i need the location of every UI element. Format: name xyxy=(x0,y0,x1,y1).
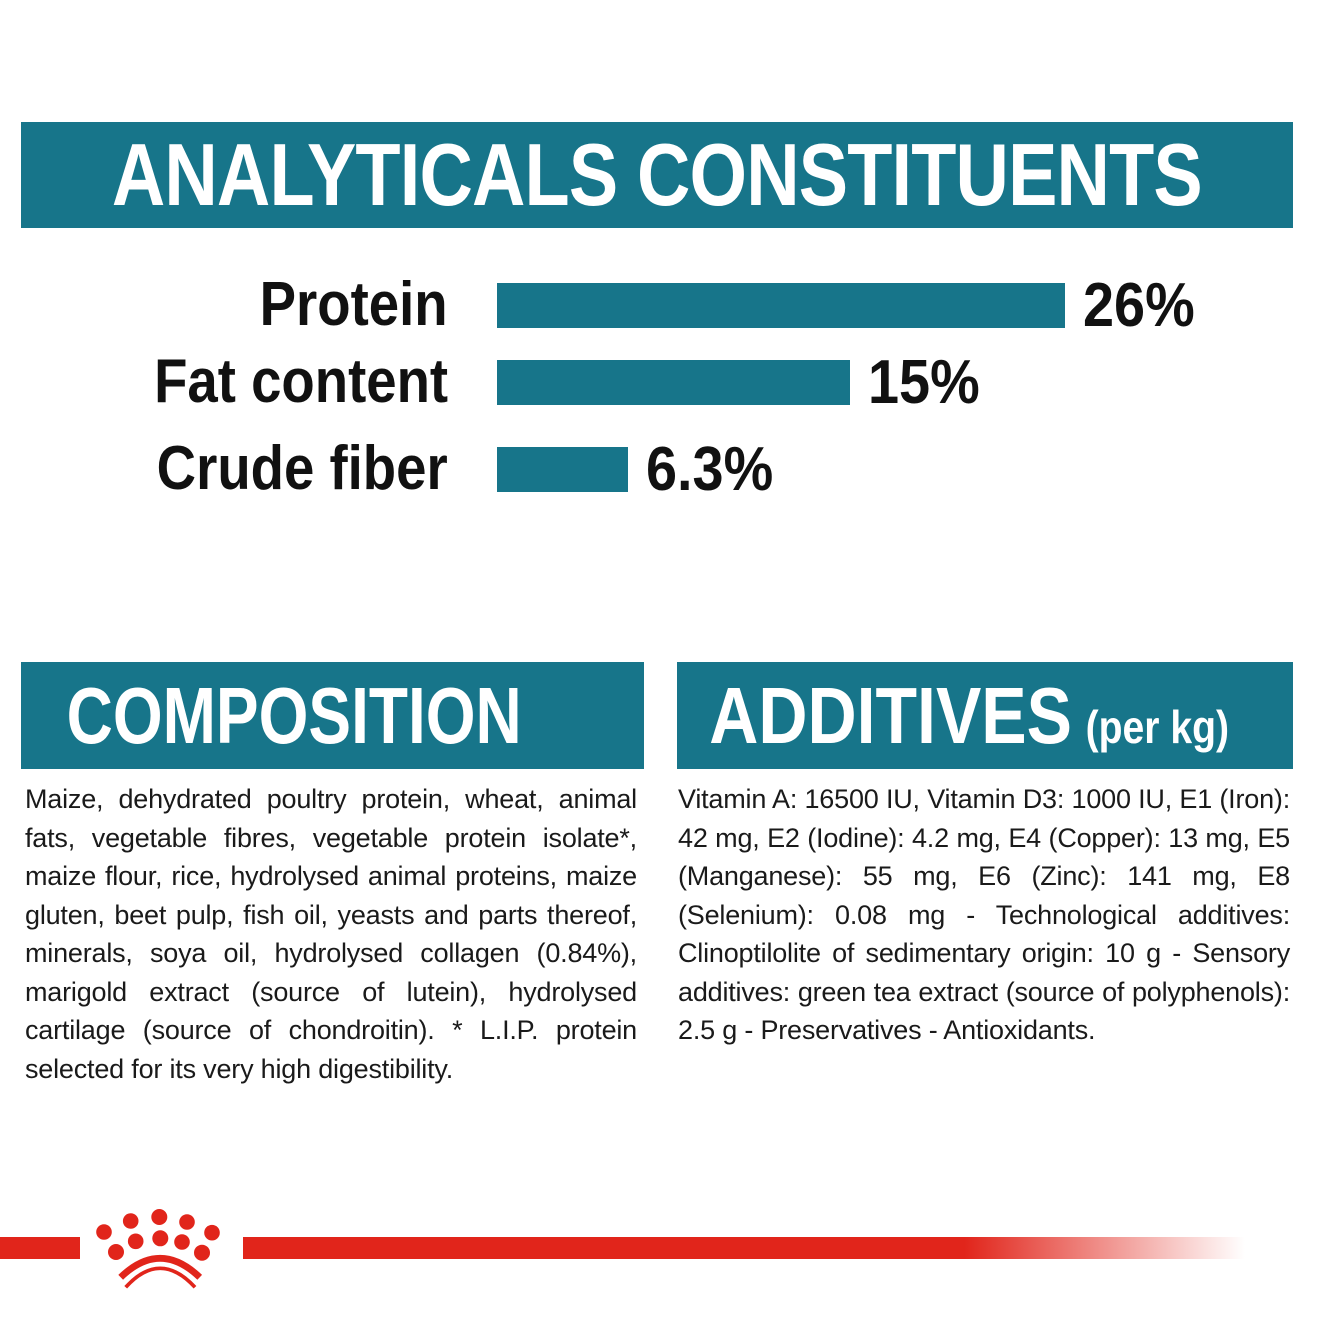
additives-title-main: ADDITIVES xyxy=(709,670,1073,760)
bar-area-fiber: 6.3% xyxy=(497,438,787,500)
composition-body-text: Maize, dehydrated poultry protein, wheat… xyxy=(25,784,637,1084)
chart-row-protein: Protein 26% xyxy=(0,273,1320,336)
bar-fat xyxy=(497,360,850,405)
bar-fiber xyxy=(497,447,628,492)
analyticals-header-band: ANALYTICALS CONSTITUENTS xyxy=(21,122,1293,228)
value-protein: 26% xyxy=(1083,270,1195,340)
chart-row-fat: Fat content 15% xyxy=(0,350,1320,413)
additives-title-unit: (per kg) xyxy=(1085,700,1229,753)
value-fiber: 6.3% xyxy=(646,434,774,504)
composition-header-band: COMPOSITION xyxy=(21,662,644,769)
additives-body-text: Vitamin A: 16500 IU, Vitamin D3: 1000 IU… xyxy=(678,784,1290,1045)
chart-label-fat: Fat content xyxy=(153,346,448,416)
additives-header-band: ADDITIVES (per kg) xyxy=(677,662,1293,769)
royal-canin-crown-icon xyxy=(96,1209,220,1289)
bar-protein xyxy=(497,283,1065,328)
chart-label-protein: Protein xyxy=(260,269,448,339)
value-fat: 15% xyxy=(868,347,980,417)
chart-label-fiber: Crude fiber xyxy=(156,433,448,503)
additives-title: ADDITIVES (per kg) xyxy=(677,670,1229,760)
footer-red-line-left xyxy=(0,1237,80,1259)
composition-title: COMPOSITION xyxy=(66,670,522,760)
footer-red-line-right xyxy=(243,1237,1245,1259)
bar-area-protein: 26% xyxy=(497,274,1207,336)
bar-area-fat: 15% xyxy=(497,351,992,413)
chart-row-fiber: Crude fiber 6.3% xyxy=(0,437,1320,500)
analyticals-title: ANALYTICALS CONSTITUENTS xyxy=(111,125,1203,224)
